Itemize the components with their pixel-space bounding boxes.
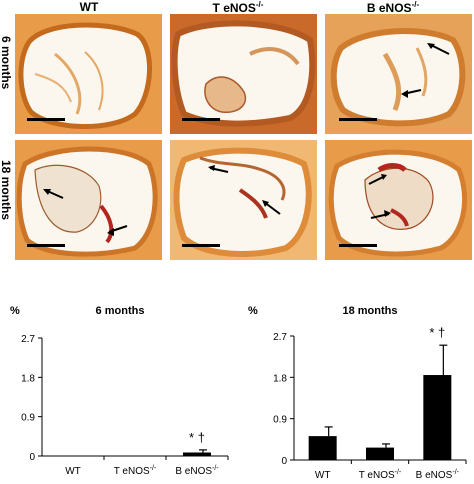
micrograph-b-enos-18-months — [325, 140, 472, 260]
bar-chart-18-months: 18 months% 0 0.9 1.8 2.7 WT T eNOS-/- B eNOS-/-… — [248, 305, 467, 481]
chart-title: 6 months — [96, 305, 145, 317]
bar — [308, 436, 337, 460]
micrograph-t-enos-6-months — [170, 14, 317, 134]
significance-annotation: * † — [429, 325, 445, 340]
column-header-wt: WT — [14, 0, 164, 14]
bar — [366, 447, 394, 460]
y-tick-label: 1.8 — [273, 373, 287, 384]
x-tick-label: B eNOS-/- — [175, 465, 219, 477]
x-tick-label: B eNOS-/- — [416, 469, 460, 481]
x-tick-label: T eNOS-/- — [114, 465, 157, 477]
y-axis-label: % — [10, 305, 20, 317]
row-header-6-months: 6 months — [0, 36, 13, 90]
y-tick-label: 0.9 — [273, 415, 287, 426]
bar — [59, 455, 87, 457]
micrograph-wt-18-months — [15, 140, 162, 260]
bar — [121, 455, 149, 457]
micrograph-t-enos-18-months — [170, 140, 317, 260]
y-tick-label: 2.7 — [21, 334, 35, 345]
y-axis-label: % — [248, 305, 258, 317]
column-header-label: T eNOS — [212, 1, 256, 15]
micrograph-b-enos-6-months — [325, 14, 472, 134]
column-header-b-enos: B eNOS-/- — [318, 0, 468, 15]
y-tick-label: 2.7 — [273, 332, 287, 343]
column-header-label: B eNOS — [366, 1, 412, 15]
y-tick-label: 0 — [281, 456, 287, 467]
column-header-t-enos: T eNOS-/- — [163, 0, 313, 15]
bar — [183, 452, 211, 456]
y-tick-label: 0 — [29, 452, 35, 463]
x-tick-label: WT — [315, 470, 331, 481]
micrograph-wt-6-months — [15, 14, 162, 134]
column-header-label: WT — [79, 0, 99, 14]
column-header-sup: -/- — [255, 0, 264, 9]
x-tick-label: T eNOS-/- — [359, 469, 402, 481]
bar-chart-6-months: 6 months% 0 0.9 1.8 2.7 WT T eNOS-/- B eNOS-/- *… — [10, 305, 229, 477]
bar — [423, 375, 452, 460]
y-tick-label: 0.9 — [21, 413, 35, 424]
y-tick-label: 1.8 — [21, 373, 35, 384]
row-header-18-months: 18 months — [0, 160, 13, 221]
chart-title: 18 months — [342, 305, 397, 317]
significance-annotation: * † — [189, 430, 205, 445]
column-header-sup: -/- — [411, 0, 420, 9]
x-tick-label: WT — [65, 466, 81, 477]
